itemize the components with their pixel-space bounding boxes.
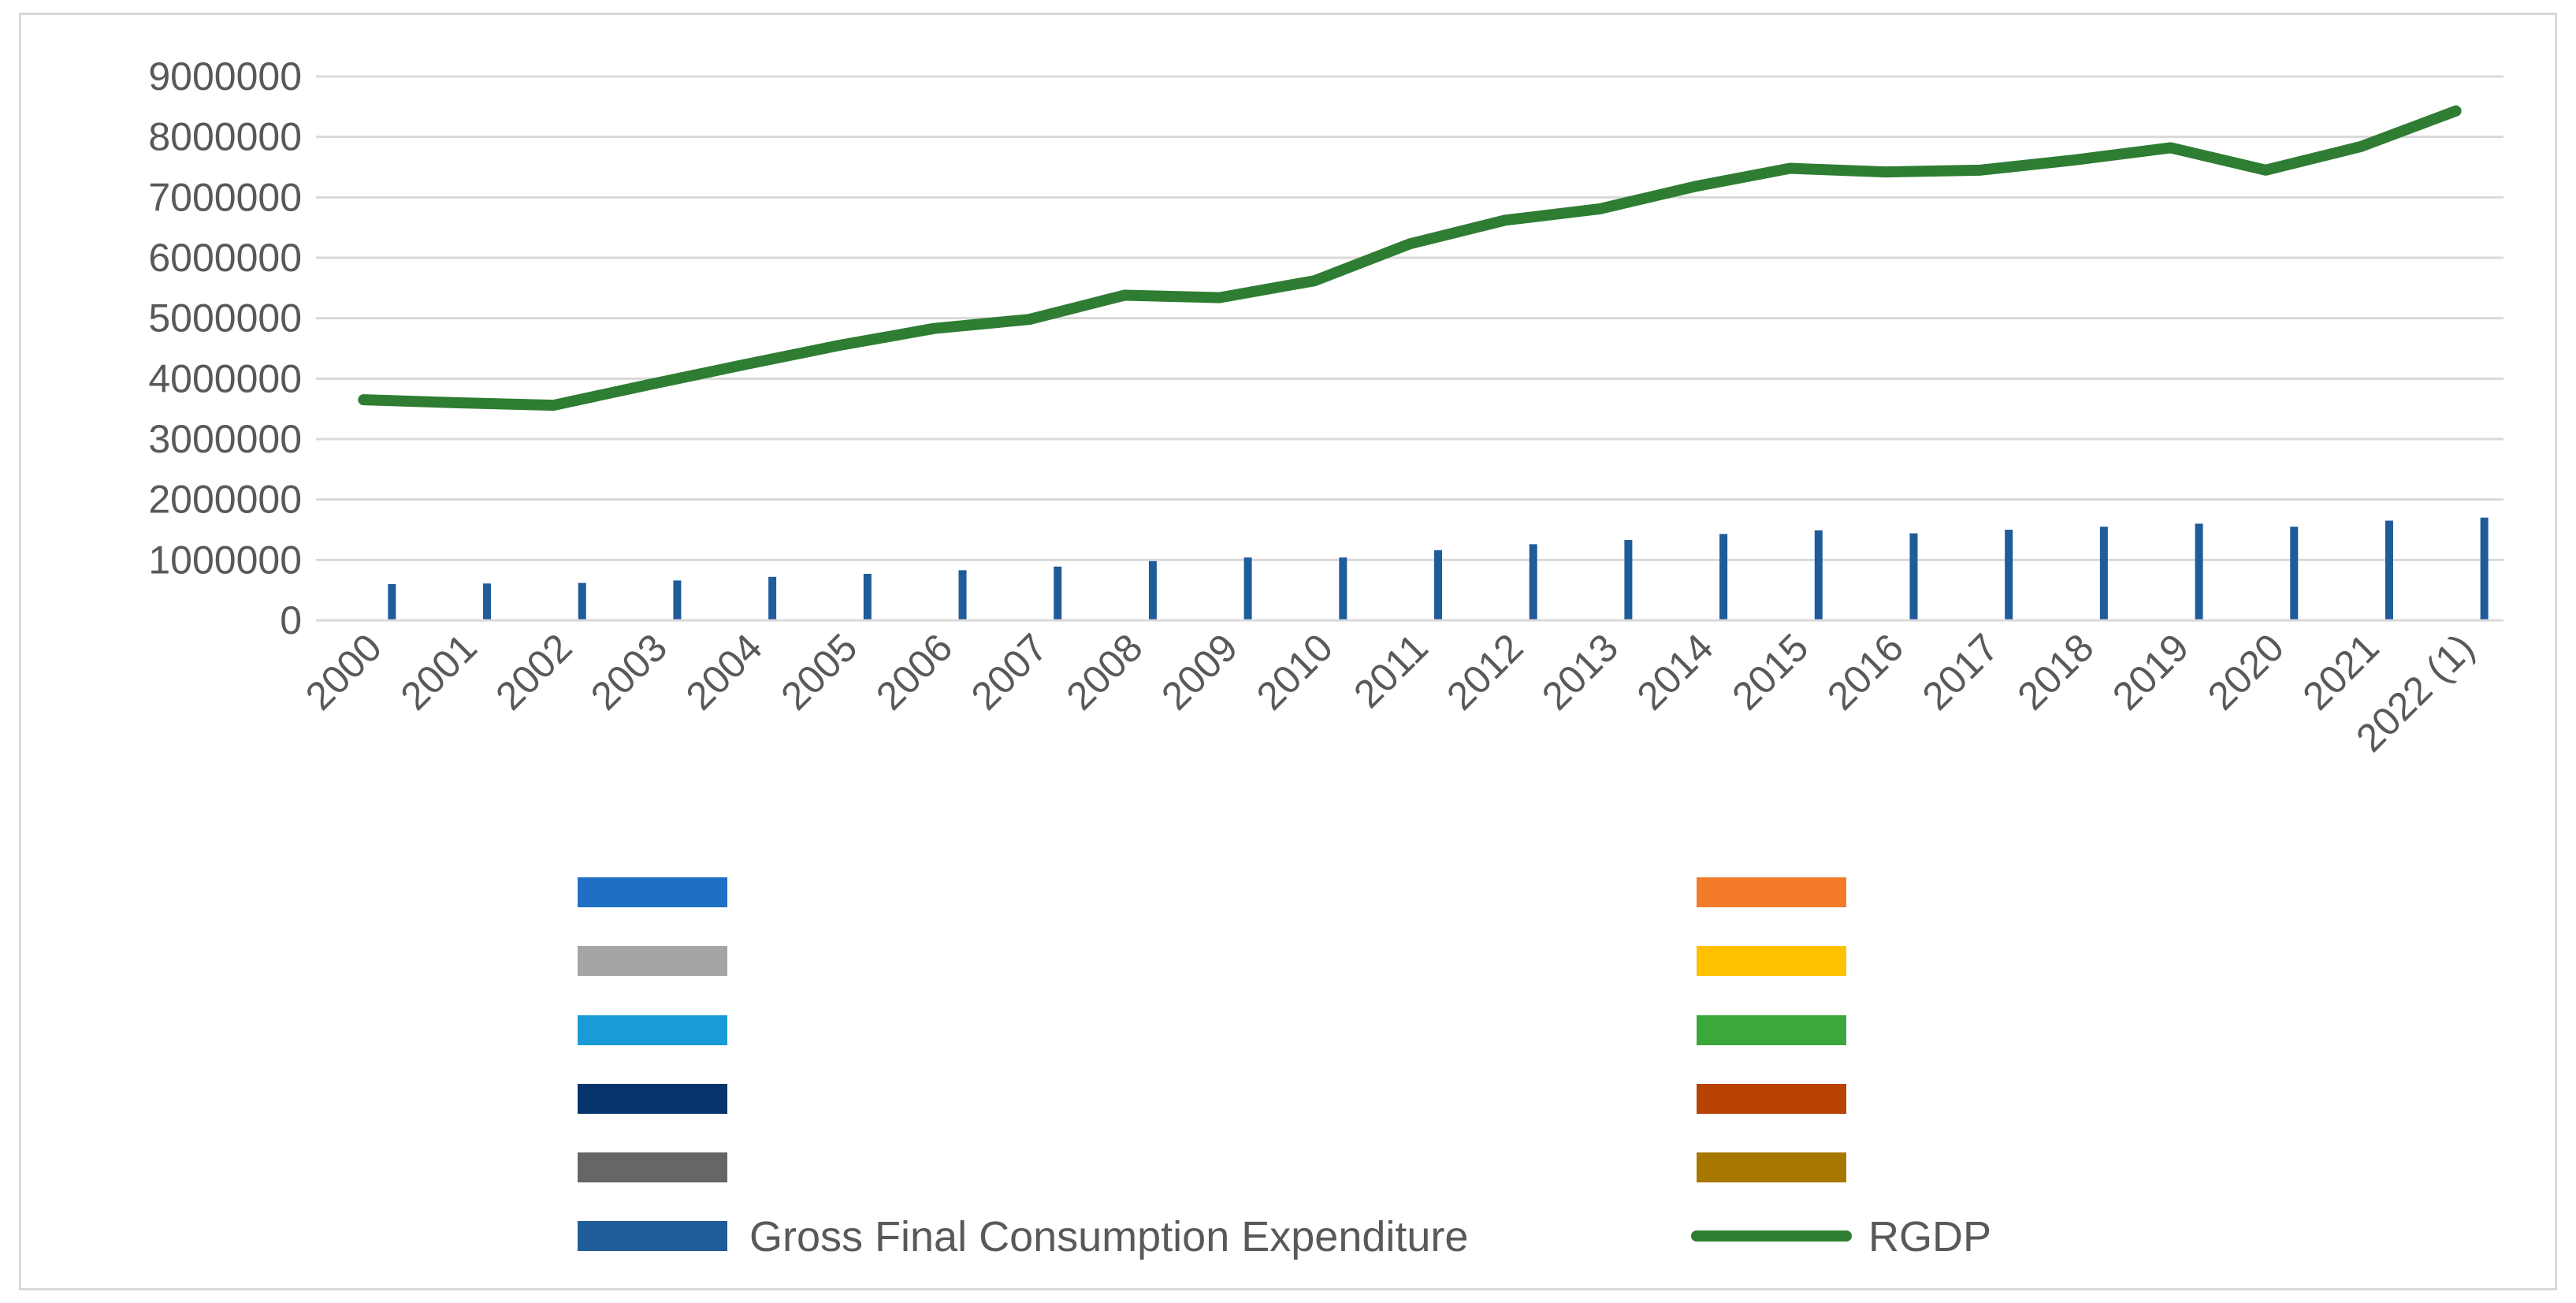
legend-entry [1697,1084,1846,1114]
bar [1719,534,1728,620]
legend-entry [578,877,727,907]
y-tick-label: 5000000 [148,296,302,341]
x-tick-label: 2001 [392,625,485,718]
x-tick-label: 2004 [678,625,771,718]
bar [1434,550,1442,620]
x-tick-label: 2008 [1058,625,1150,718]
bar-series-gross-final-consumption-expenditure [388,517,2489,620]
x-tick-label: 2019 [2104,625,2197,718]
bar [2480,517,2489,620]
bar [388,584,396,620]
y-axis-tick-labels: 0 1000000 2000000 3000000 4000000 5000000 6000… [148,54,302,642]
legend: Gross Final Consumption Expenditure RGDP [578,877,1991,1260]
x-tick-label: 2012 [1438,625,1531,718]
legend-entry [578,946,727,976]
y-tick-label: 0 [280,598,302,642]
legend-swatch [1697,1015,1846,1045]
x-tick-label: 2014 [1629,625,1722,718]
bar [1054,566,1062,620]
legend-entry: Gross Final Consumption Expenditure [578,1213,1468,1260]
bar [1909,533,1918,620]
legend-swatch [578,946,727,976]
bar [768,576,777,620]
line-series-rgdp [358,105,2462,411]
legend-entry [578,1015,727,1045]
legend-swatch [578,1152,727,1182]
chart-svg: 0 1000000 2000000 3000000 4000000 5000000 6000… [148,54,2504,1260]
bar [958,570,967,620]
y-tick-label: 9000000 [148,54,302,99]
legend-entry [578,1084,727,1114]
x-tick-label: 2003 [582,625,675,718]
bar [1339,557,1347,620]
x-tick-label: 2011 [1345,625,1437,717]
x-tick-label: 2010 [1248,625,1341,718]
x-tick-label: 2005 [772,625,865,718]
bar [2290,527,2299,620]
bar [2099,527,2108,620]
y-tick-label: 3000000 [148,417,302,461]
legend-swatch [1697,1152,1846,1182]
x-tick-label: 2016 [1819,625,1912,718]
x-tick-label: 2015 [1723,625,1816,718]
legend-swatch [578,877,727,907]
legend-entry [1697,1152,1846,1182]
y-tick-label: 1000000 [148,538,302,582]
bar [578,583,586,620]
bar [673,580,682,620]
bar [1243,557,1252,620]
bar [1529,544,1537,620]
legend-swatch [1697,1084,1846,1114]
x-tick-label: 2018 [2009,625,2102,718]
legend-entry [1697,946,1846,976]
bar [1148,560,1157,620]
x-tick-label: 2013 [1533,625,1626,718]
legend-label: RGDP [1868,1213,1991,1260]
x-tick-label: 2017 [1914,625,2007,718]
x-tick-label: 2000 [297,625,390,718]
bar [483,583,492,620]
bar [2385,520,2393,620]
legend-swatch [578,1084,727,1114]
legend-swatch [1697,877,1846,907]
x-tick-label: 2007 [963,625,1056,718]
legend-entry [1697,877,1846,907]
y-tick-label: 7000000 [148,175,302,219]
legend-entry: RGDP [1691,1213,1991,1260]
bar [1814,530,1823,620]
legend-label: Gross Final Consumption Expenditure [749,1213,1468,1260]
x-tick-label: 2020 [2199,625,2292,718]
x-tick-label: 2002 [487,625,580,718]
legend-entry [578,1152,727,1182]
legend-swatch [578,1015,727,1045]
rgdp-line [358,105,2462,411]
bar [2005,530,2013,620]
x-axis-tick-labels: 2000 2001 2002 2003 2004 2005 2006 2007 2008 2009… [297,625,2483,760]
bar [2195,523,2203,620]
y-tick-label: 4000000 [148,356,302,400]
x-tick-label: 2009 [1153,625,1246,718]
bar [863,573,872,620]
y-tick-label: 2000000 [148,478,302,522]
legend-swatch [578,1221,727,1251]
y-tick-label: 8000000 [148,115,302,159]
legend-entry [1697,1015,1846,1045]
bar [1624,540,1633,620]
chart-frame: 0 1000000 2000000 3000000 4000000 5000000 6000… [19,13,2557,1290]
y-tick-label: 6000000 [148,236,302,280]
x-tick-label: 2006 [868,625,961,718]
legend-swatch [1697,946,1846,976]
